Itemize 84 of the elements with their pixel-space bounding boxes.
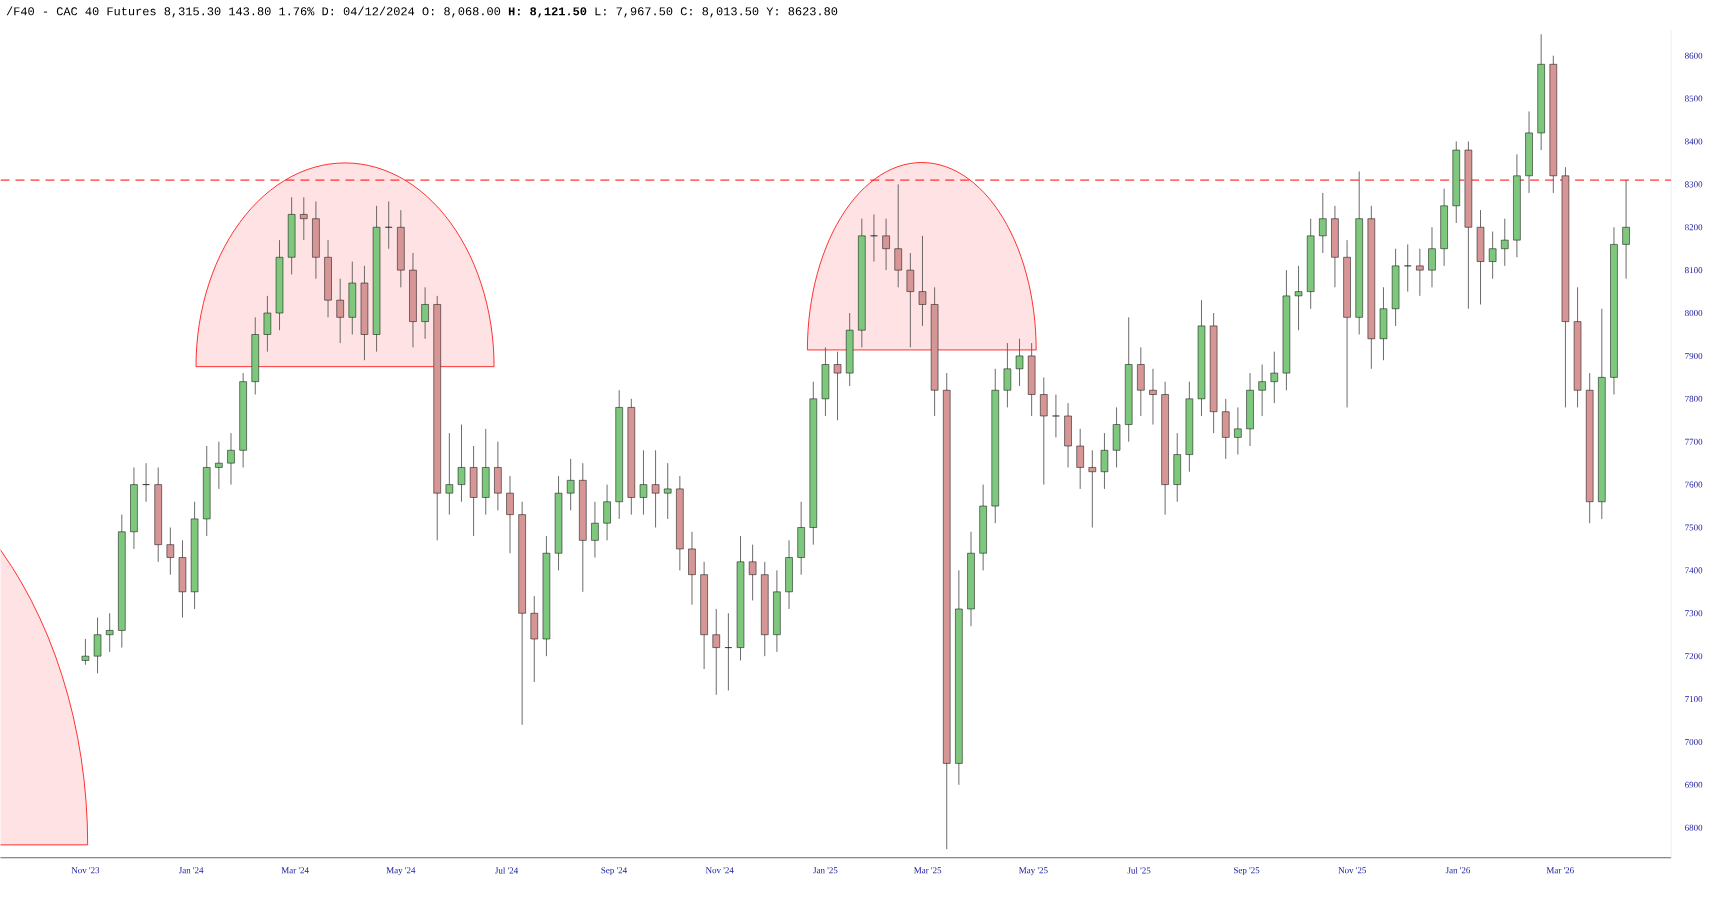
x-tick-label: Jan '25: [813, 867, 838, 874]
y-tick-label: 7900: [1685, 353, 1703, 360]
y-tick-label: 8000: [1685, 310, 1703, 317]
y-tick-label: 7700: [1685, 438, 1703, 445]
y-tick-label: 8300: [1685, 181, 1703, 188]
candlestick: [1319, 192, 1327, 254]
x-tick-label: May '24: [386, 867, 416, 876]
x-tick-label: Mar '24: [281, 867, 309, 874]
candlestick: [1270, 351, 1278, 404]
y-tick-label: 7400: [1685, 567, 1703, 574]
candlestick: [506, 475, 514, 554]
candlestick: [651, 449, 660, 529]
x-tick-label: May '25: [1019, 867, 1048, 876]
x-tick-label: Jan '26: [1445, 867, 1471, 874]
y-tick-label: 8600: [1685, 52, 1703, 59]
x-tick-label: Sep '25: [1234, 867, 1260, 876]
candlestick: [591, 501, 599, 559]
candlestick: [1076, 428, 1084, 490]
y-tick-label: 6900: [1685, 781, 1703, 788]
candlestick: [724, 612, 733, 692]
candlestick: [1234, 407, 1242, 456]
x-tick-label: Mar '26: [1546, 867, 1574, 874]
candlestick: [421, 286, 429, 340]
candlestick: [1404, 244, 1412, 293]
candlestick: [894, 184, 902, 288]
candlestick: [384, 201, 393, 250]
candlestick: [445, 432, 454, 516]
candlestick: [1488, 231, 1497, 280]
y-tick-label: 8200: [1685, 224, 1703, 231]
candlestick: [227, 432, 235, 486]
candlestick: [1428, 226, 1436, 288]
x-tick-label: Jan '24: [178, 867, 204, 874]
candlestick: [1088, 449, 1097, 529]
y-tick-label: 8100: [1685, 267, 1703, 274]
candlestick: [336, 278, 344, 344]
y-tick-label: 7600: [1685, 481, 1703, 488]
candlestick: [1100, 432, 1109, 490]
candlestick: [1501, 218, 1509, 267]
y-tick-label: 7000: [1685, 739, 1703, 746]
x-tick-label: Mar '25: [914, 867, 942, 874]
candlestick: [263, 295, 272, 353]
candlestick: [1622, 179, 1630, 280]
y-tick-label: 6800: [1685, 824, 1703, 831]
candlestick: [918, 235, 927, 327]
x-tick-label: Jul '24: [495, 867, 519, 874]
candlestick: [906, 252, 915, 348]
candlestick: [166, 527, 175, 576]
x-tick-label: Nov '23: [71, 867, 100, 874]
x-tick-label: Jul '25: [1127, 867, 1151, 874]
candlestick: [882, 218, 890, 271]
x-tick-label: Nov '25: [1338, 867, 1367, 874]
candlestick: [712, 608, 720, 696]
candlestick: [833, 351, 842, 421]
chart-title: /F40 - CAC 40 Futures 8,315.30 143.80 1.76% D: 04/12/2024 O: 8,068.00 H: 8,121.50 L: 7,967.50 C: 8,013.50 Y: 8623.80: [6, 6, 838, 18]
candlestick: [1294, 265, 1303, 331]
candlestick: [215, 441, 223, 490]
candlestick: [1149, 368, 1157, 426]
y-tick-label: 7200: [1685, 653, 1703, 660]
candlestick: [1003, 342, 1012, 408]
candlestick: [566, 458, 575, 511]
candlestick: [603, 484, 611, 541]
candlestick: [748, 544, 757, 601]
y-tick-label: 7500: [1685, 524, 1703, 531]
y-tick-label: 8400: [1685, 138, 1703, 145]
candlestick: [142, 462, 150, 503]
y-tick-label: 7800: [1685, 395, 1703, 402]
candlestick: [664, 462, 672, 520]
candlestick: [1258, 364, 1266, 417]
candlestick: [457, 424, 466, 503]
candlestick: [1040, 377, 1048, 486]
x-tick-label: Sep '24: [601, 867, 627, 876]
candlestick: [1416, 248, 1424, 297]
candlestick: [105, 612, 114, 653]
candlestick: [1052, 394, 1060, 438]
y-tick-label: 8500: [1685, 95, 1703, 102]
candlestick: [639, 449, 648, 516]
x-tick-label: Nov '24: [705, 867, 734, 874]
candlestick: [81, 638, 90, 666]
candlestick: [1015, 338, 1024, 387]
candlestick: [93, 617, 102, 674]
y-tick-label: 7300: [1685, 610, 1703, 617]
candlestick: [870, 214, 878, 263]
y-tick-label: 7100: [1685, 696, 1703, 703]
candlestick: [300, 196, 308, 241]
